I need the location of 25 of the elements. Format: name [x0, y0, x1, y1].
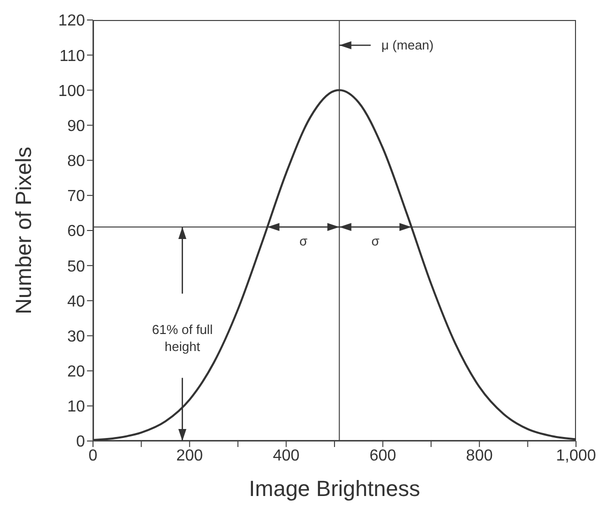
- x-tick-label: 400: [272, 447, 300, 464]
- y-tick-label: 0: [76, 434, 86, 451]
- y-tick-label: 70: [67, 188, 86, 206]
- y-tick-label: 30: [67, 328, 86, 346]
- y-tick-label: 40: [67, 293, 86, 310]
- y-tick-label: 120: [58, 12, 86, 30]
- x-tick-label: 800: [466, 447, 493, 464]
- y-tick-label: 10: [67, 398, 86, 416]
- annotation: μ (mean): [381, 37, 434, 52]
- annotation: σ: [371, 234, 380, 249]
- y-tick-label: 90: [67, 118, 86, 135]
- y-tick-label: 80: [67, 153, 86, 170]
- y-tick-label: 50: [67, 258, 86, 276]
- y-axis-title: Number of Pixels: [10, 146, 36, 314]
- y-tick-label: 20: [67, 364, 86, 381]
- y-tick-label: 100: [58, 82, 86, 100]
- y-tick-label: 60: [67, 223, 86, 240]
- x-axis-title: Image Brightness: [248, 476, 420, 501]
- x-tick-label: 200: [176, 447, 204, 464]
- annotation: 61% of full height: [152, 322, 213, 354]
- x-tick-label: 1,000: [556, 447, 596, 464]
- x-tick-label: 600: [369, 447, 396, 464]
- y-tick-label: 110: [59, 48, 86, 65]
- x-tick-label: 0: [88, 447, 98, 464]
- annotation: σ: [299, 234, 308, 249]
